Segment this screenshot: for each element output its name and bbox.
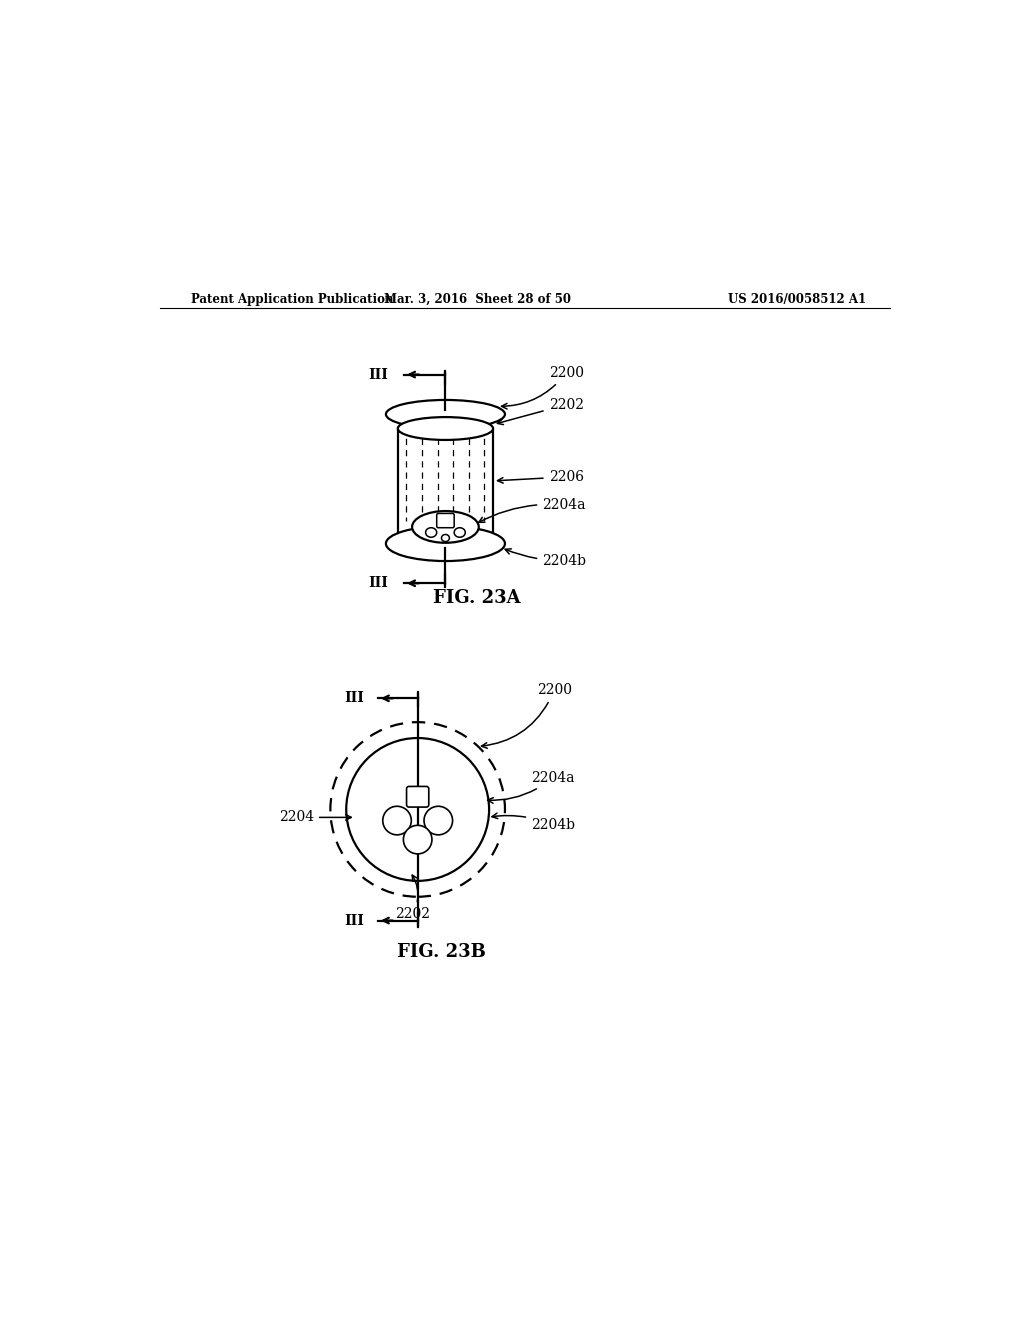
Circle shape	[346, 738, 489, 880]
Ellipse shape	[441, 535, 450, 541]
Circle shape	[424, 807, 453, 834]
Ellipse shape	[412, 511, 479, 543]
Circle shape	[383, 807, 412, 834]
Text: Patent Application Publication: Patent Application Publication	[191, 293, 394, 306]
Text: III: III	[344, 692, 364, 705]
Ellipse shape	[386, 527, 505, 561]
Text: III: III	[344, 913, 364, 928]
Text: 2202: 2202	[498, 397, 584, 425]
Text: 2200: 2200	[502, 366, 584, 409]
Text: Mar. 3, 2016  Sheet 28 of 50: Mar. 3, 2016 Sheet 28 of 50	[384, 293, 570, 306]
Text: 2204b: 2204b	[505, 549, 587, 568]
Text: FIG. 23A: FIG. 23A	[433, 589, 521, 607]
Text: 2202: 2202	[395, 875, 430, 921]
Text: US 2016/0058512 A1: US 2016/0058512 A1	[728, 293, 866, 306]
Text: III: III	[369, 367, 388, 381]
Text: FIG. 23B: FIG. 23B	[397, 944, 486, 961]
Ellipse shape	[386, 400, 505, 429]
FancyBboxPatch shape	[407, 787, 429, 807]
Text: 2204: 2204	[279, 810, 351, 825]
Text: 2204b: 2204b	[492, 813, 575, 833]
Circle shape	[403, 825, 432, 854]
Text: III: III	[369, 577, 388, 590]
Text: 2204a: 2204a	[487, 771, 574, 803]
Text: 2206: 2206	[498, 470, 584, 484]
Text: 2200: 2200	[481, 684, 571, 748]
Ellipse shape	[398, 417, 494, 440]
Ellipse shape	[426, 528, 436, 537]
Text: 2204a: 2204a	[479, 498, 586, 523]
Ellipse shape	[455, 528, 465, 537]
FancyBboxPatch shape	[436, 513, 455, 528]
